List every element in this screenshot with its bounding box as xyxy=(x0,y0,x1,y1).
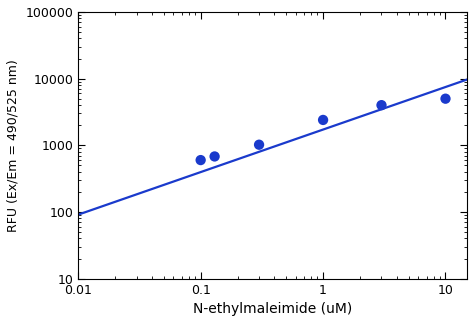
X-axis label: N-ethylmaleimide (uM): N-ethylmaleimide (uM) xyxy=(193,302,352,316)
Y-axis label: RFU (Ex/Em = 490/525 nm): RFU (Ex/Em = 490/525 nm) xyxy=(7,59,20,232)
Point xyxy=(211,154,219,159)
Point xyxy=(197,158,204,163)
Point xyxy=(442,96,449,101)
Point xyxy=(319,117,327,122)
Point xyxy=(255,142,263,147)
Point xyxy=(378,103,385,108)
